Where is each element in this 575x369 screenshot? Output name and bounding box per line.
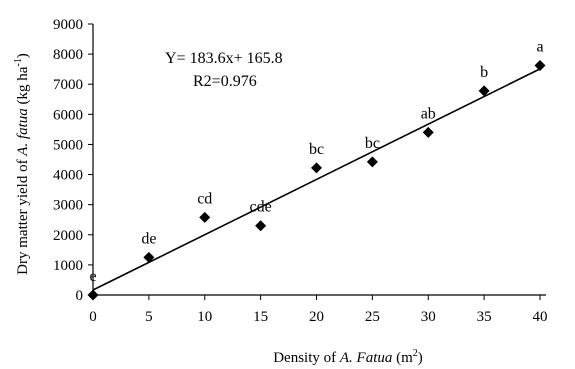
y-tick-label: 5000: [53, 137, 83, 153]
x-tick-label: 5: [145, 309, 153, 325]
point-significance-label: cde: [250, 199, 272, 216]
point-significance-label: de: [141, 230, 156, 247]
x-axis-title-species: A. Fatua: [339, 350, 393, 366]
y-tick-label: 1000: [53, 258, 83, 274]
y-tick-label: 3000: [53, 198, 83, 214]
data-point: [422, 126, 434, 138]
x-tick-label: 20: [309, 309, 324, 325]
y-axis-title-part-3: ): [15, 53, 31, 58]
point-labels: e de cd cde bc bc ab b a: [89, 39, 543, 285]
x-axis-title-part-3: ): [418, 350, 423, 366]
data-point: [255, 220, 267, 232]
point-significance-label: e: [89, 268, 96, 285]
regression-equation: Y= 183.6x+ 165.8: [165, 50, 283, 67]
data-point: [366, 156, 378, 168]
y-tick-label: 4000: [53, 168, 83, 184]
point-significance-label: bc: [365, 135, 380, 152]
x-tick-label: 40: [533, 309, 548, 325]
x-axis-title-part-1: Density of: [273, 350, 340, 366]
y-axis-title-part-1: Dry matter yield of: [15, 156, 31, 275]
y-tick-label: 7000: [53, 77, 83, 93]
x-axis-title-part-2: (m: [392, 350, 413, 366]
regression-line: [92, 68, 541, 291]
data-points: [87, 60, 546, 301]
y-axis-title: Dry matter yield of A. fatua (kg ha-1): [13, 53, 31, 275]
y-tick-label: 2000: [53, 228, 83, 244]
y-axis-title-species: A. fatua: [15, 108, 31, 157]
point-significance-label: ab: [421, 105, 436, 122]
y-tick-label: 8000: [53, 47, 83, 63]
x-ticks: 0 5 10 15 20 25 30 35 40: [89, 295, 548, 325]
x-tick-label: 15: [253, 309, 268, 325]
point-significance-label: cd: [197, 190, 212, 207]
x-axis-title: Density of A. Fatua (m2): [273, 348, 423, 366]
x-tick-label: 25: [365, 309, 380, 325]
data-point: [534, 60, 546, 72]
point-significance-label: b: [480, 64, 488, 81]
x-tick-label: 0: [89, 309, 97, 325]
x-axis-title-exponent: 2: [413, 348, 418, 359]
data-point: [143, 251, 155, 263]
x-tick-label: 30: [421, 309, 436, 325]
y-tick-label: 9000: [53, 17, 83, 33]
data-point: [311, 162, 322, 174]
r-squared-label: R2=0.976: [193, 73, 257, 90]
axes: [92, 24, 546, 296]
data-point: [87, 289, 99, 301]
y-axis-title-part-2: (kg ha: [15, 66, 31, 108]
x-tick-label: 10: [197, 309, 212, 325]
y-ticks: 0 1000 2000 3000 4000 5000 6000 7000 8000 9000: [53, 17, 93, 304]
x-tick-label: 35: [477, 309, 492, 325]
y-axis-title-exponent: -1: [13, 58, 24, 66]
data-point: [478, 85, 490, 97]
data-point: [199, 211, 211, 223]
point-significance-label: bc: [309, 141, 324, 158]
y-tick-label: 6000: [53, 107, 83, 123]
regression-line-group: [92, 68, 541, 291]
y-tick-label: 0: [76, 288, 84, 304]
point-significance-label: a: [536, 39, 543, 56]
